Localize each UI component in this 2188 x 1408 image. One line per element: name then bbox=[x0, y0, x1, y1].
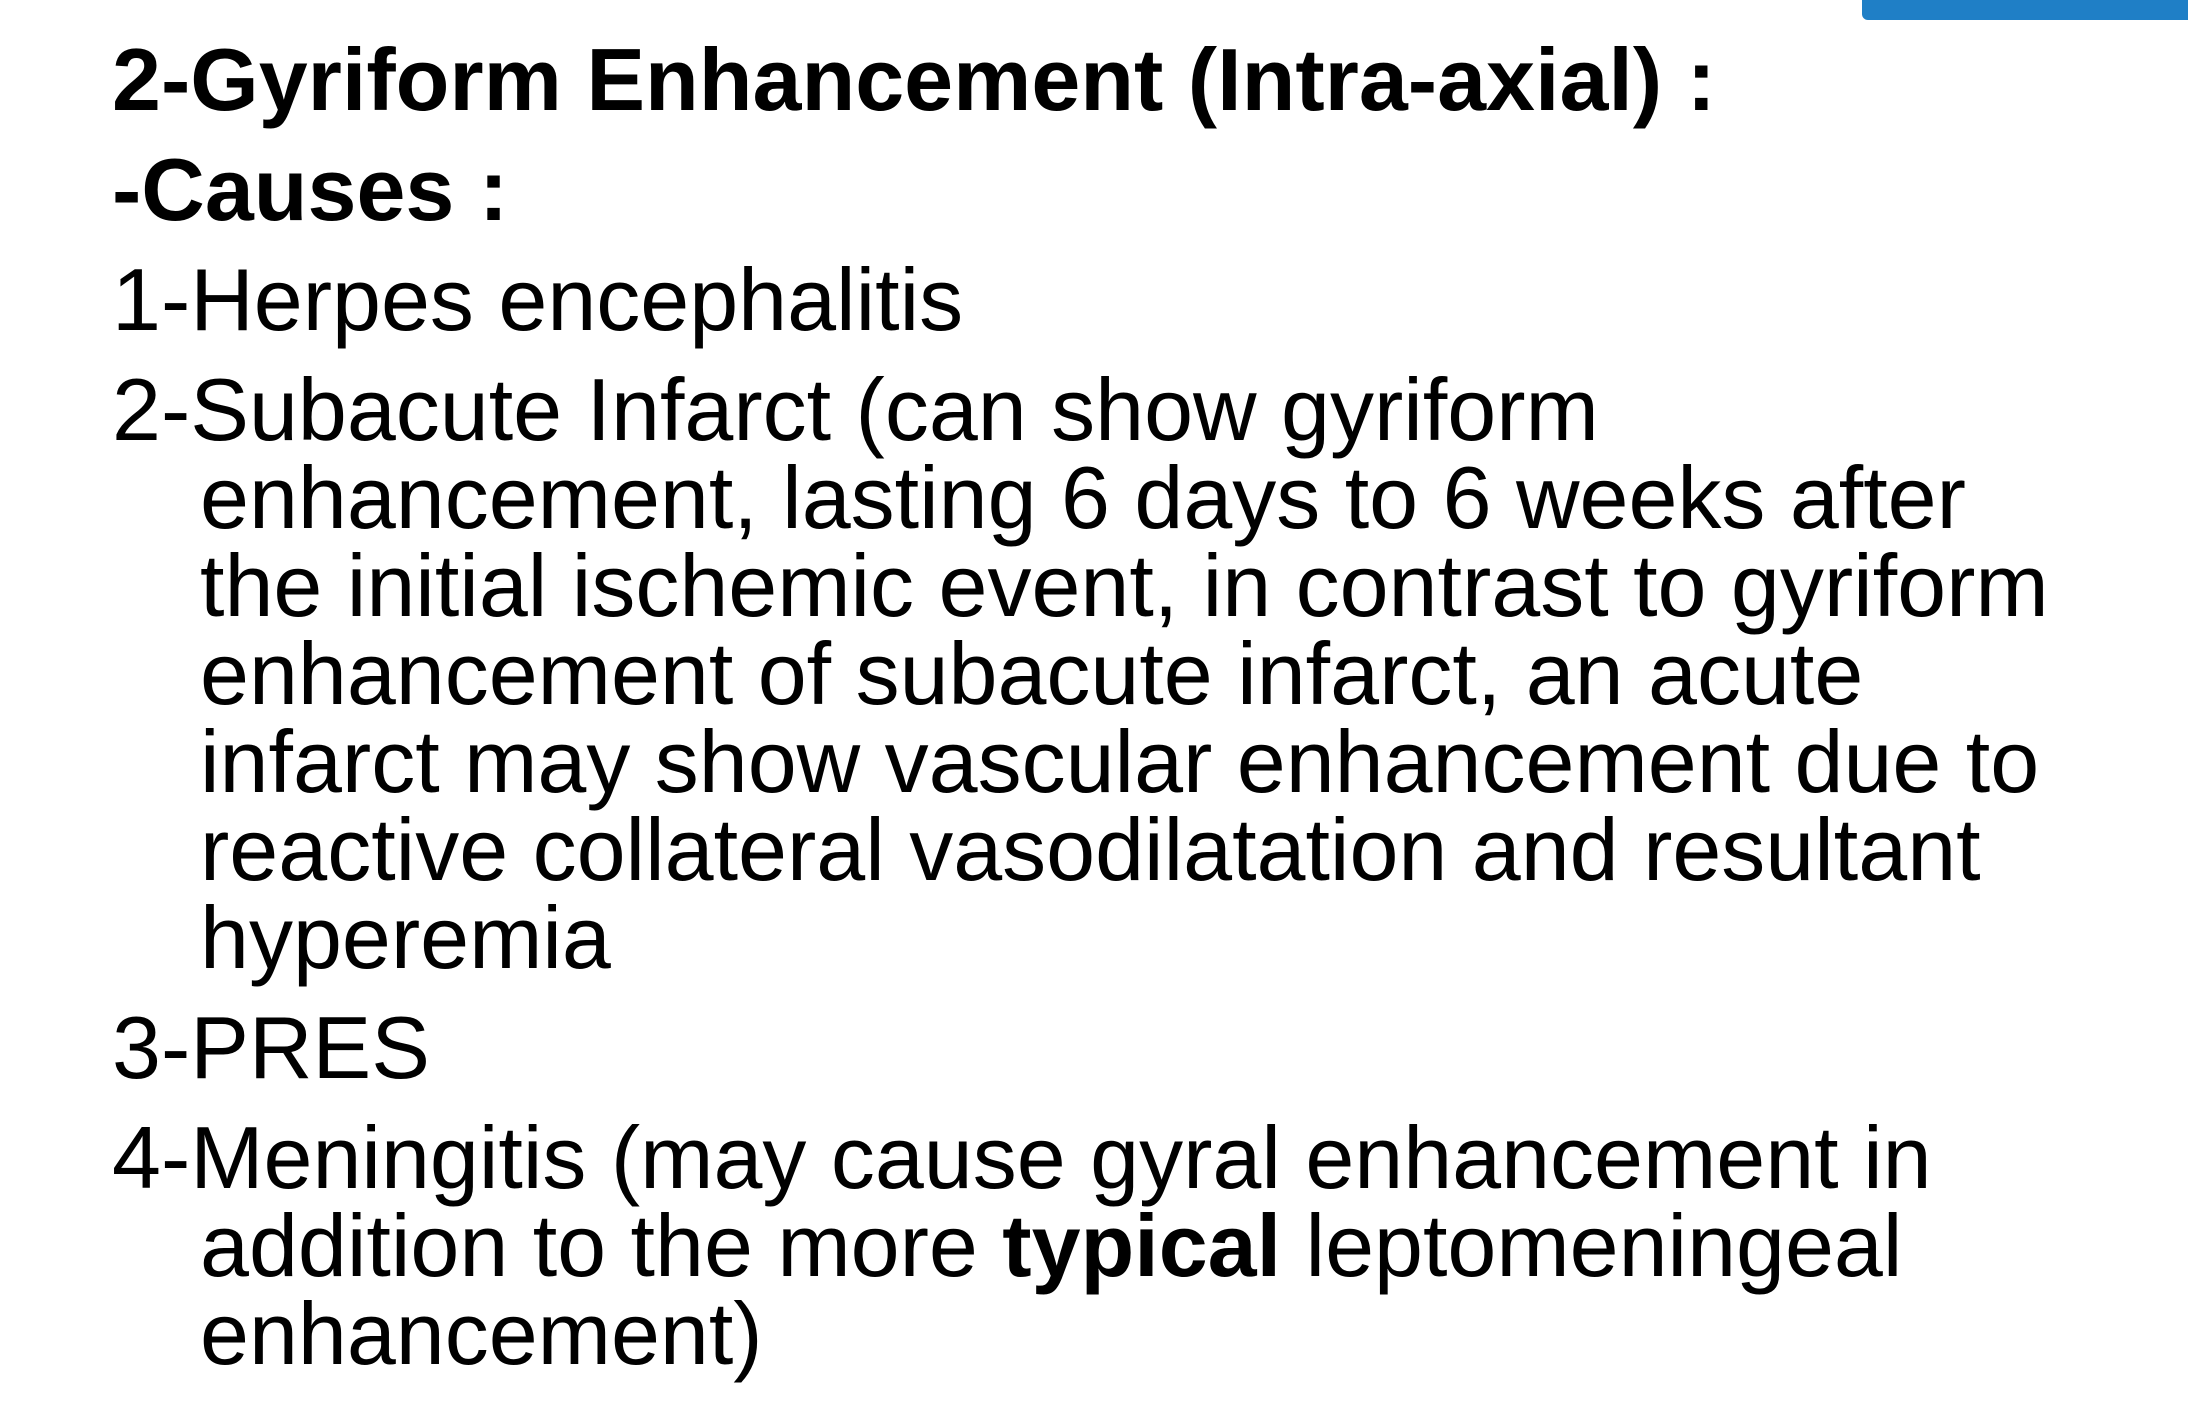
list-item-line: enhancement, lasting 6 days to 6 weeks a… bbox=[200, 448, 1966, 547]
list-item-line: 2-Subacute Infarct (can show gyriform bbox=[112, 360, 1599, 459]
list-item-text: 1-Herpes encephalitis bbox=[112, 250, 964, 349]
list-item-herpes: 1-Herpes encephalitis bbox=[112, 256, 2152, 366]
list-item-line: reactive collateral vasodilatation and r… bbox=[200, 800, 1981, 899]
text-segment: leptomeningeal bbox=[1281, 1196, 1903, 1295]
emphasis-typical: typical bbox=[1002, 1196, 1282, 1295]
list-item-line: infarct may show vascular enhancement du… bbox=[200, 712, 2040, 811]
slide-title: 2-Gyriform Enhancement (Intra-axial) : bbox=[112, 30, 1716, 129]
list-item-line: 4-Meningitis (may cause gyral enhancemen… bbox=[112, 1108, 1932, 1207]
list-item-meningitis: 4-Meningitis (may cause gyral enhancemen… bbox=[112, 1114, 2152, 1378]
list-item-line: hyperemia bbox=[200, 888, 611, 987]
list-item-line: the initial ischemic event, in contrast … bbox=[200, 536, 2049, 635]
list-item-text: 3-PRES bbox=[112, 998, 430, 1097]
corner-accent-bar bbox=[1862, 0, 2188, 20]
list-item-pres: 3-PRES bbox=[112, 1004, 2152, 1114]
causes-heading: -Causes : bbox=[112, 140, 509, 239]
list-item-line: enhancement) bbox=[200, 1284, 763, 1383]
slide-content: 2-Gyriform Enhancement (Intra-axial) : -… bbox=[112, 36, 2152, 1400]
list-item-line: enhancement of subacute infarct, an acut… bbox=[200, 624, 1864, 723]
list-item-subacute-infarct: 2-Subacute Infarct (can show gyriform en… bbox=[112, 366, 2152, 982]
text-segment: addition to the more bbox=[200, 1196, 1003, 1295]
list-item-line: addition to the more typical leptomening… bbox=[112, 1202, 2152, 1290]
